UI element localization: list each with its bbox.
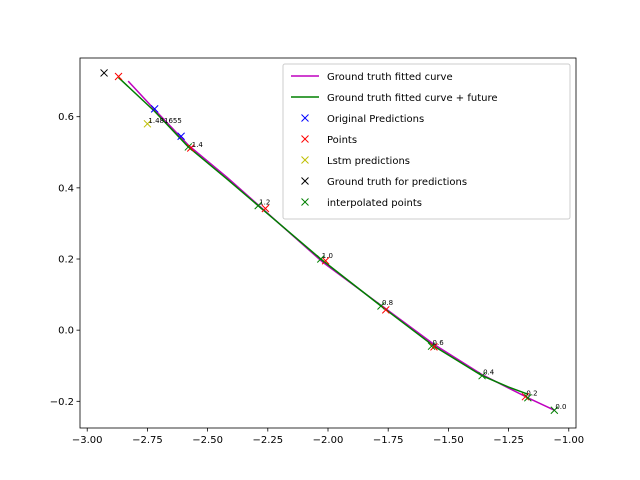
legend-entry-label: interpolated points [327, 198, 422, 209]
legend-handle-marker [301, 135, 309, 143]
legend-entry-label: Ground truth fitted curve + future [327, 93, 498, 104]
series-3-point [261, 204, 270, 213]
series-3-point [321, 256, 330, 265]
x-tick-label: −1.25 [493, 435, 524, 446]
y-tick-label: 0.0 [58, 326, 74, 337]
point-annotation: 0.6 [433, 339, 445, 347]
point-annotation: 1.4 [192, 141, 204, 149]
series-4-point [143, 119, 152, 128]
y-tick-label: −0.2 [50, 397, 74, 408]
y-tick-label: 0.2 [58, 255, 74, 266]
legend-handle-marker [301, 156, 309, 164]
point-annotation: 1.2 [259, 199, 270, 207]
x-tick-label: −2.25 [252, 435, 283, 446]
series-2-point [177, 132, 185, 141]
x-tick-label: −3.00 [72, 435, 103, 446]
series-6-point [427, 342, 436, 351]
series-6-point [478, 371, 486, 380]
series-3-point [114, 72, 123, 81]
legend-handle-marker [301, 114, 309, 122]
series-6-point [377, 302, 385, 310]
legend-entry-label: Original Predictions [327, 114, 424, 125]
x-tick-label: −1.50 [433, 435, 464, 446]
series-3-point [186, 144, 195, 152]
series-6-point [254, 201, 263, 210]
legend-box [282, 63, 571, 220]
x-tick-label: −1.75 [373, 435, 404, 446]
series-markers [100, 69, 559, 415]
point-annotation: 0.2 [526, 390, 537, 398]
point-annotation: 0.4 [483, 369, 495, 377]
x-tick-label: −2.75 [132, 435, 163, 446]
series-2-point [150, 105, 159, 113]
y-tick-label: 0.4 [58, 183, 74, 194]
point-annotation: 1.481655 [148, 117, 181, 125]
y-axis: −0.2 0.0 0.2 0.4 0.6 [50, 112, 80, 408]
series-3-point [430, 343, 438, 351]
legend-entry-label: Points [327, 135, 357, 146]
series-3-point [521, 392, 530, 401]
legend-handle-marker [301, 177, 309, 185]
series-6-point [184, 143, 193, 151]
annotations: 1.481655 1.4 1.2 1.0 0.8 0.6 0.4 0.2 0.0 [148, 117, 566, 411]
legend-entry-label: Ground truth for predictions [327, 177, 467, 188]
series-6-point [550, 406, 559, 415]
series-3-point [381, 306, 390, 314]
legend-handle-marker [301, 198, 309, 206]
x-axis: −3.00 −2.75 −2.50 −2.25 −2.00 −1.75 −1.50 −1.25… [72, 428, 584, 446]
point-annotation: 0.0 [555, 403, 566, 411]
series-5-point [100, 69, 108, 77]
x-tick-label: −2.00 [313, 435, 344, 446]
point-annotation: 0.8 [382, 299, 393, 307]
legend-entry-label: Lstm predictions [327, 156, 410, 167]
x-tick-label: −1.00 [553, 435, 584, 446]
series-6-point [316, 255, 325, 263]
x-tick-label: −2.50 [192, 435, 223, 446]
legend: Ground truth fitted curve Ground truth fi… [282, 63, 571, 220]
point-annotation: 1.0 [322, 252, 333, 260]
y-tick-label: 0.6 [58, 112, 74, 123]
series-6-point [523, 393, 532, 402]
legend-entry-label: Ground truth fitted curve [327, 72, 453, 83]
